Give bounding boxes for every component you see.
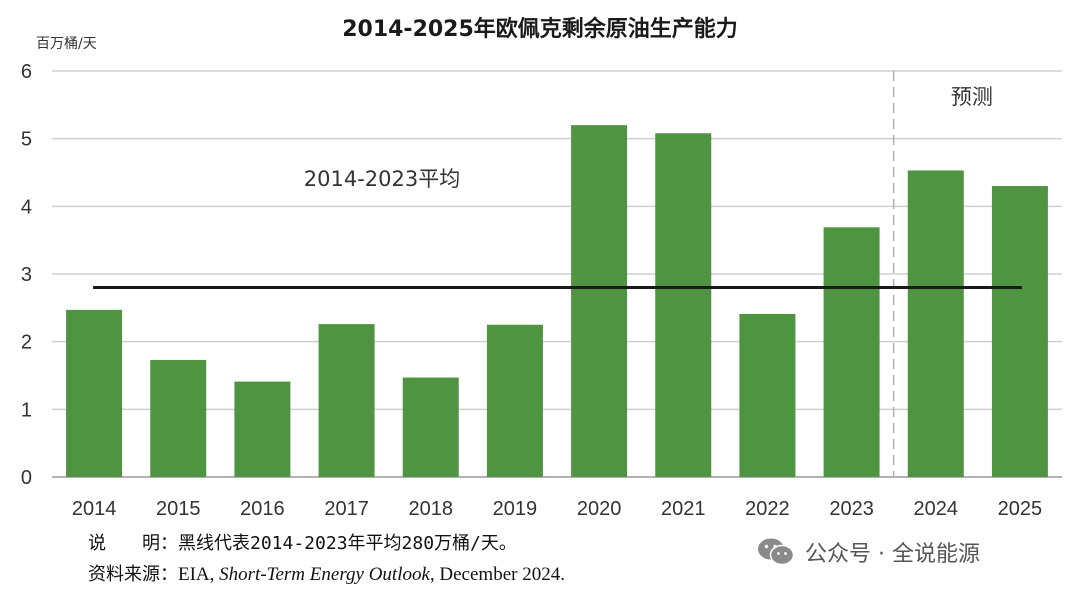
x-tick-label: 2017 xyxy=(324,498,369,520)
note-text: 黑线代表2014-2023年平均280万桶/天。 xyxy=(178,533,517,554)
source-line: 资料来源：EIA, Short-Term Energy Outlook, Dec… xyxy=(88,560,565,586)
bars xyxy=(66,125,1048,478)
y-tick-label: 1 xyxy=(21,399,32,421)
bar-2014 xyxy=(66,309,123,477)
y-tick-label: 5 xyxy=(21,129,32,151)
y-tick-label: 4 xyxy=(21,196,32,218)
watermark: 公众号 · 全说能源 xyxy=(757,536,980,568)
bar-2020 xyxy=(571,125,628,477)
note-line: 说 明：黑线代表2014-2023年平均280万桶/天。 xyxy=(88,529,517,555)
x-tick-label: 2016 xyxy=(240,498,285,520)
gridlines xyxy=(52,70,1062,478)
source-label: 资料来源： xyxy=(88,564,178,585)
y-tick-label: 3 xyxy=(21,264,32,286)
bar-2021 xyxy=(655,133,712,477)
bar-2018 xyxy=(402,377,459,477)
chart-title: 2014-2025年欧佩克剩余原油生产能力 xyxy=(342,16,738,42)
y-tick-label: 0 xyxy=(21,467,32,489)
watermark-text: 公众号 · 全说能源 xyxy=(805,542,980,567)
source-org: EIA, xyxy=(178,564,220,585)
source-publication: Short-Term Energy Outlook, xyxy=(219,564,435,585)
x-tick-label: 2021 xyxy=(661,498,706,520)
x-tick-label: 2024 xyxy=(914,498,959,520)
bar-2019 xyxy=(486,324,543,477)
bar-2017 xyxy=(318,324,375,477)
x-tick-label: 2018 xyxy=(409,498,454,520)
y-axis-ticks: 0 1 2 3 4 5 6 xyxy=(21,61,32,489)
x-tick-label: 2022 xyxy=(745,498,790,520)
wechat-icon xyxy=(758,538,795,566)
y-tick-label: 6 xyxy=(21,61,32,83)
average-label: 2014-2023平均 xyxy=(304,167,460,191)
bar-2023 xyxy=(823,227,880,477)
x-tick-label: 2020 xyxy=(577,498,622,520)
note-label: 说 明： xyxy=(88,533,178,554)
x-tick-label: 2015 xyxy=(156,498,201,520)
x-tick-label: 2019 xyxy=(493,498,538,520)
y-axis-unit: 百万桶/天 xyxy=(36,36,97,52)
bar-2024 xyxy=(907,170,964,477)
x-axis-ticks: 2014 2015 2016 2017 2018 2019 2020 2021 2022 2023… xyxy=(72,498,1042,520)
bar-2022 xyxy=(739,313,796,477)
forecast-label: 预测 xyxy=(951,85,993,109)
x-tick-label: 2023 xyxy=(829,498,874,520)
x-tick-label: 2025 xyxy=(998,498,1043,520)
bar-2025 xyxy=(991,186,1048,478)
y-tick-label: 2 xyxy=(21,332,32,354)
source-date: December 2024. xyxy=(434,564,565,585)
bar-2015 xyxy=(150,359,207,477)
bar-2016 xyxy=(234,381,291,477)
x-tick-label: 2014 xyxy=(72,498,117,520)
